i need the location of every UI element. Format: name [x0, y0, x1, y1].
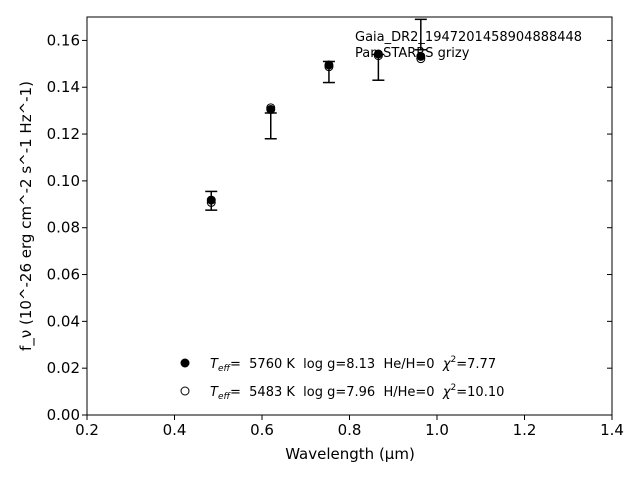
legend-chi-val: =10.10: [456, 385, 504, 400]
x-tick-label: 1.2: [513, 421, 537, 439]
legend-teff-label: T: [210, 385, 219, 400]
x-tick-label: 1.4: [600, 421, 624, 439]
y-tick-label: 0.08: [47, 219, 80, 237]
axis-ticks: 0.2 0.4 0.6 0.8 1.0 1.2 1.4 0.00 0.02 0.04 0.06 0.0…: [47, 31, 624, 439]
model-point-open: [324, 62, 334, 72]
legend-chi-val: =7.77: [456, 357, 496, 372]
legend-chi: χ: [442, 385, 452, 400]
x-tick-label: 1.0: [425, 421, 449, 439]
legend-chi-sup: 2: [451, 383, 457, 393]
model-point-open: [416, 54, 426, 64]
model-point-filled: [416, 51, 426, 61]
data-points: [206, 49, 426, 207]
annotation-line-2: Pan-STARRS grizy: [355, 46, 470, 61]
annotation-line-1: Gaia_DR2_1947201458904888448: [355, 30, 582, 45]
model-point-filled: [206, 195, 216, 205]
legend-teff-label: T: [210, 357, 219, 372]
y-tick-label: 0.04: [47, 312, 80, 330]
y-tick-label: 0.14: [47, 78, 80, 96]
y-tick-label: 0.10: [47, 172, 80, 190]
x-tick-label: 0.6: [250, 421, 274, 439]
legend-teff-sub: eff: [218, 392, 232, 402]
y-axis-label: f_ν (10^-26 erg cm^-2 s^-1 Hz^-1): [17, 81, 36, 351]
legend-marker: [180, 358, 190, 368]
x-tick-label: 0.2: [75, 421, 99, 439]
legend-text: = 5760 K log g=8.13 He/H=0: [230, 357, 443, 372]
model-point-open: [266, 103, 276, 113]
plot-frame: [86, 16, 613, 416]
legend-marker: [180, 386, 190, 396]
legend-teff-sub: eff: [218, 364, 232, 374]
legend: Teff= 5760 K log g=8.13 He/H=0 χ2=7.77Te…: [180, 355, 504, 402]
legend-entry: Teff= 5760 K log g=8.13 He/H=0 χ2=7.77: [210, 355, 496, 374]
y-tick-label: 0.06: [47, 266, 80, 284]
legend-chi-sup: 2: [451, 355, 457, 365]
x-axis-label: Wavelength (μm): [285, 445, 415, 463]
x-tick-label: 0.8: [338, 421, 362, 439]
y-tick-label: 0.02: [47, 359, 80, 377]
x-tick-label: 0.4: [163, 421, 187, 439]
y-tick-label: 0.12: [47, 125, 80, 143]
legend-entry: Teff= 5483 K log g=7.96 H/He=0 χ2=10.10: [210, 383, 504, 402]
y-tick-label: 0.16: [47, 31, 80, 49]
legend-chi: χ: [442, 357, 452, 372]
y-tick-label: 0.00: [47, 406, 80, 424]
model-point-open: [373, 51, 383, 61]
model-point-open: [206, 197, 216, 207]
legend-text: = 5483 K log g=7.96 H/He=0: [230, 385, 443, 400]
